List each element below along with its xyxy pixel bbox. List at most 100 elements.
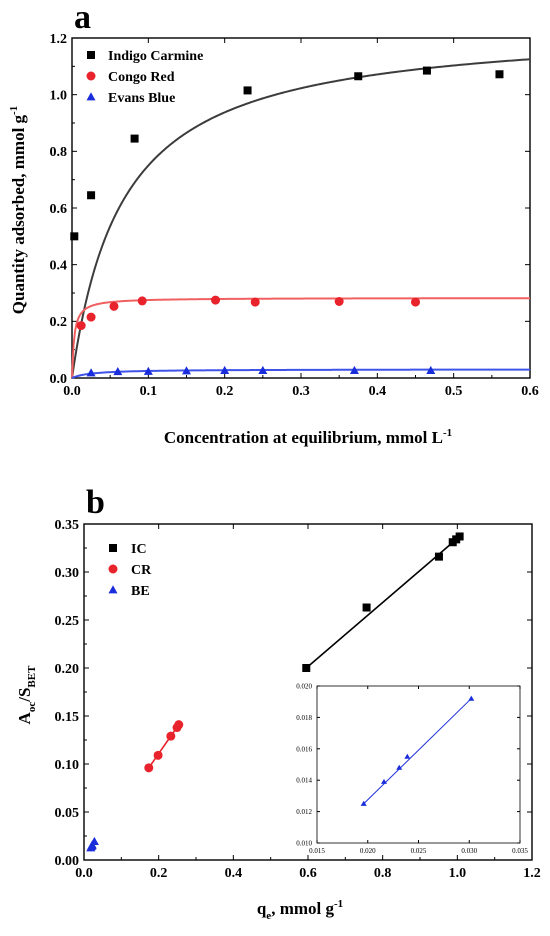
panel-b-point-1 bbox=[144, 763, 154, 773]
panel-b-legend-label-1: CR bbox=[131, 563, 152, 578]
panel-a-legend-marker-0 bbox=[87, 51, 95, 59]
inset-point bbox=[360, 800, 367, 806]
panel-b-xtick-label: 0.2 bbox=[150, 866, 168, 881]
panel-a-letter: a bbox=[74, 0, 91, 36]
panel-a-ytick-label: 0.2 bbox=[50, 315, 68, 330]
panel-b-ytick-label: 0.10 bbox=[55, 758, 80, 773]
inset-xtick-label: 0.015 bbox=[309, 847, 325, 855]
inset-ytick-label: 0.016 bbox=[296, 745, 312, 753]
panel-b-point-1 bbox=[174, 720, 184, 730]
inset-point bbox=[380, 778, 387, 784]
panel-a-legend-label-2: Evans Blue bbox=[108, 91, 175, 106]
panel-a-point-1 bbox=[86, 312, 96, 322]
inset-frame bbox=[316, 685, 521, 844]
panel-a-fit-line-1 bbox=[71, 297, 530, 379]
panel-a-xtick-label: 0.5 bbox=[445, 384, 463, 399]
panel-a-point-0 bbox=[422, 66, 431, 75]
panel-a-point-2 bbox=[258, 365, 268, 375]
panel-b-ytick-label: 0.25 bbox=[55, 614, 80, 629]
panel-a-ytick-label: 0.0 bbox=[50, 372, 68, 387]
inset-ytick-label: 0.014 bbox=[296, 777, 312, 785]
inset-ytick-label: 0.020 bbox=[296, 682, 312, 690]
panel-b-xtick-label: 0.0 bbox=[75, 866, 93, 881]
panel-a-point-1 bbox=[411, 297, 420, 307]
panel-a-xtick-label: 0.4 bbox=[369, 384, 387, 399]
panel-a-point-1 bbox=[76, 321, 86, 331]
inset-xtick-label: 0.025 bbox=[411, 847, 427, 855]
panel-a-point-0 bbox=[243, 86, 252, 95]
panel-b-point-0 bbox=[302, 664, 311, 672]
panel-b-plot: 0.0 0.2 0.4 0.6 0.8 1.0 1.2 0.00 0.05 0.10 0.15 0.2… bbox=[55, 518, 541, 881]
panel-b-fit-line-0 bbox=[305, 535, 461, 669]
panel-b-point-1 bbox=[166, 731, 176, 741]
panel-b-ytick-label: 0.20 bbox=[55, 662, 80, 677]
panel-a-legend-marker-1 bbox=[86, 71, 96, 81]
panel-a-point-2 bbox=[349, 365, 359, 375]
panel-b-legend-label-2: BE bbox=[131, 584, 150, 599]
inset-fit-line bbox=[363, 698, 472, 805]
inset-xtick-label: 0.020 bbox=[360, 847, 376, 855]
panel-a-point-2 bbox=[113, 367, 123, 376]
panel-a-ytick-label: 1.2 bbox=[50, 32, 68, 47]
panel-a-point-1 bbox=[137, 296, 147, 306]
panel-b-legend-label-0: IC bbox=[131, 542, 147, 557]
panel-a-point-2 bbox=[426, 365, 436, 375]
inset-point bbox=[404, 753, 411, 759]
panel-a-xtick-label: 0.6 bbox=[521, 384, 539, 399]
panel-b-letter: b bbox=[86, 484, 105, 521]
panel-a-fit-line-0 bbox=[71, 58, 531, 379]
panel-b-xtick-label: 0.8 bbox=[374, 866, 392, 881]
inset-ytick-label: 0.018 bbox=[296, 714, 312, 722]
panel-b-fit-line-1 bbox=[148, 724, 180, 769]
panel-a-xtick-label: 0.0 bbox=[63, 384, 81, 399]
panel-b-xtick-label: 0.6 bbox=[299, 866, 317, 881]
panel-a-xtick-label: 0.2 bbox=[216, 384, 234, 399]
panel-b-point-0 bbox=[455, 532, 464, 541]
panel-b-ytick-label: 0.35 bbox=[55, 518, 80, 533]
panel-b-ytick-label: 0.30 bbox=[55, 566, 80, 581]
panel-b-xtick-label: 1.2 bbox=[523, 866, 541, 881]
panel-b-xlabel: qe, mmol g-1 bbox=[257, 898, 343, 922]
panel-a-point-0 bbox=[130, 134, 139, 143]
panel-b-ytick-label: 0.15 bbox=[55, 710, 80, 725]
panel-b-legend-marker-1 bbox=[108, 564, 118, 574]
panel-a-point-1 bbox=[334, 297, 344, 306]
panel-a-point-0 bbox=[354, 72, 363, 81]
panel-a-legend-label-0: Indigo Carmine bbox=[108, 49, 203, 64]
panel-a-ytick-label: 0.4 bbox=[50, 259, 68, 274]
panel-a-legend-label-1: Congo Red bbox=[108, 70, 175, 85]
panel-a-ytick-label: 1.0 bbox=[50, 89, 68, 104]
panel-a-xtick-label: 0.1 bbox=[140, 384, 158, 399]
panel-a-xtick-label: 0.3 bbox=[292, 384, 310, 399]
panel-a-ytick-label: 0.6 bbox=[50, 202, 68, 217]
panel-b-ytick-label: 0.00 bbox=[55, 854, 80, 869]
panel-a-point-2 bbox=[220, 365, 230, 375]
inset-point bbox=[396, 764, 403, 770]
panel-a-point-1 bbox=[109, 301, 119, 311]
inset-xtick-label: 0.035 bbox=[512, 847, 528, 855]
panel-a-point-2 bbox=[86, 368, 96, 377]
panel-b-xtick-label: 1.0 bbox=[449, 866, 467, 881]
panel-b-legend-marker-0 bbox=[109, 544, 117, 552]
panel-b-xtick-label: 0.4 bbox=[225, 866, 243, 881]
panel-a-point-0 bbox=[70, 232, 79, 241]
inset-point bbox=[468, 695, 475, 701]
inset-xtick-label: 0.030 bbox=[461, 847, 477, 855]
panel-a-point-2 bbox=[182, 366, 191, 375]
panel-a-point-1 bbox=[250, 297, 260, 307]
panel-a-legend-marker-2 bbox=[86, 92, 96, 101]
panel-a-ytick-label: 0.8 bbox=[50, 145, 68, 160]
panel-b-legend-marker-2 bbox=[108, 585, 118, 594]
panel-a-point-1 bbox=[211, 295, 221, 305]
inset-ytick-label: 0.012 bbox=[296, 808, 312, 816]
panel-a-point-0 bbox=[87, 191, 96, 200]
panel-a-xlabel: Concentration at equilibrium, mmol L-1 bbox=[164, 427, 452, 447]
panel-b-ytick-label: 0.05 bbox=[55, 806, 80, 821]
panel-b-point-2 bbox=[89, 836, 99, 845]
inset-ytick-label: 0.010 bbox=[296, 839, 312, 847]
panel-b-point-0 bbox=[362, 603, 371, 612]
panel-b-point-0 bbox=[434, 552, 443, 561]
panel-a-point-0 bbox=[495, 70, 504, 79]
panel-a-ylabel: Quantity adsorbed, mmol g-1 bbox=[8, 106, 28, 314]
